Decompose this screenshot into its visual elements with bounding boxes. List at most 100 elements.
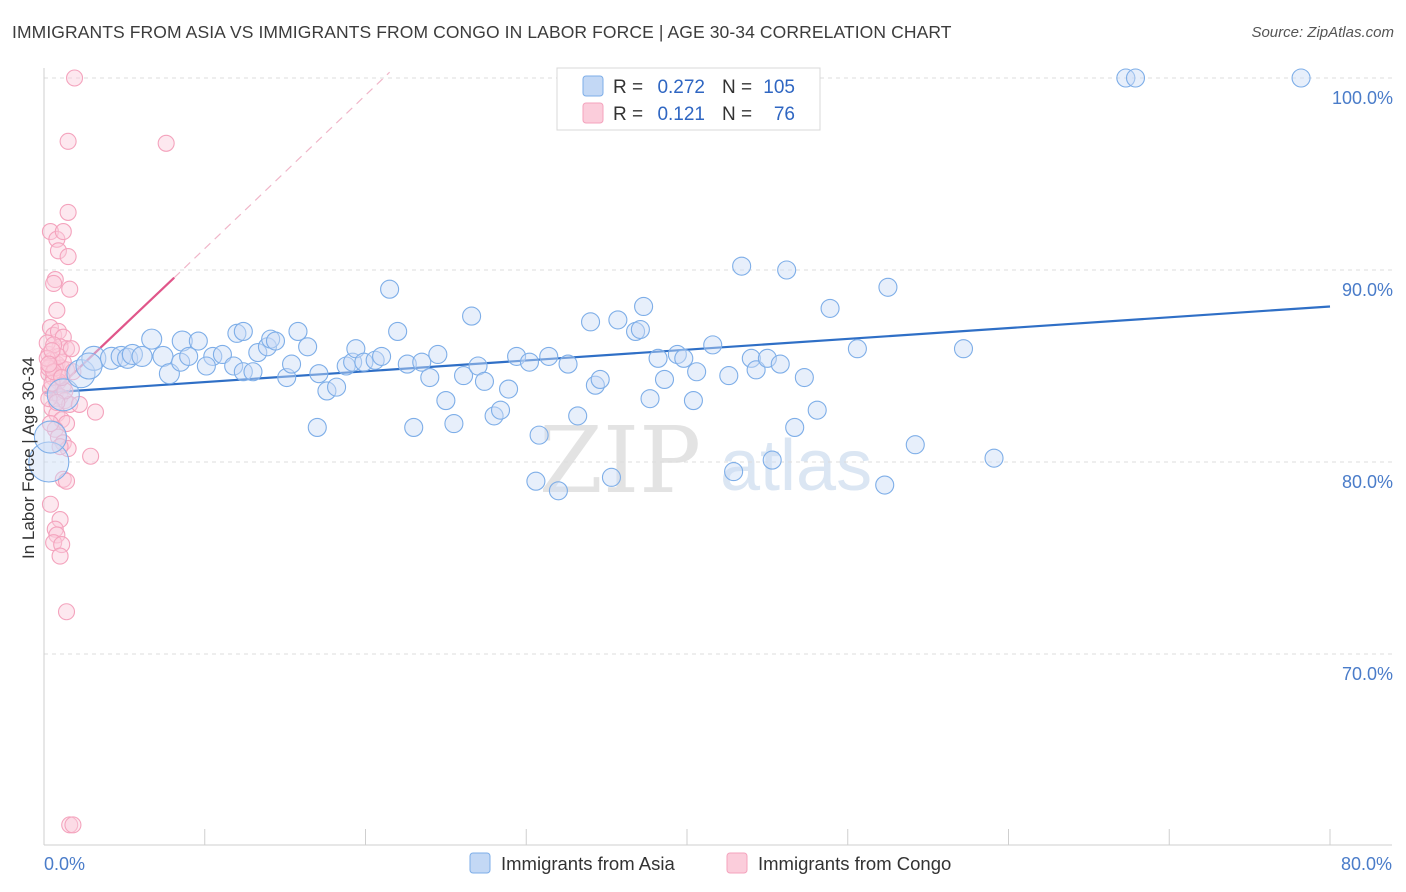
congo-point-40: [54, 223, 72, 241]
asia-point-81: [683, 391, 703, 411]
asia-point-91: [770, 354, 790, 374]
asia-point-33: [298, 337, 318, 357]
congo-point-60: [59, 132, 77, 150]
congo-point-58: [64, 363, 82, 381]
series-legend: Immigrants from Asia Immigrants from Con…: [469, 852, 951, 874]
asia-point-105: [1291, 68, 1311, 88]
y-tick-label-80: 80.0%: [1342, 472, 1393, 492]
congo-point-61: [65, 69, 84, 87]
asia-point-85: [724, 462, 744, 482]
asia-point-76: [640, 389, 660, 409]
congo-point-64: [64, 816, 82, 834]
congo-point-45: [45, 274, 63, 292]
legend-congo-n-value: 76: [774, 104, 795, 125]
asia-point-46: [397, 354, 417, 374]
congo-point-32: [46, 520, 64, 538]
congo-point-46: [61, 280, 79, 298]
legend-asia-n-value: 105: [763, 77, 795, 98]
congo-point-43: [59, 248, 77, 266]
asia-point-102: [984, 448, 1004, 468]
asia-point-36: [307, 417, 327, 437]
asia-point-64: [539, 346, 559, 366]
legend-congo-r-value: 0.121: [657, 104, 705, 125]
asia-point-93: [785, 417, 805, 437]
asia-point-26: [248, 343, 268, 363]
asia-point-60: [507, 346, 527, 366]
congo-point-68: [51, 438, 69, 456]
asia-point-35: [317, 381, 337, 401]
asia-point-65: [548, 481, 568, 501]
series-legend-label-asia: Immigrants from Asia: [501, 853, 675, 874]
congo-point-41: [59, 203, 77, 221]
series-legend-swatch-asia: [469, 852, 491, 874]
congo-point-42: [49, 242, 68, 260]
asia-point-99: [878, 277, 898, 297]
asia-point-50: [428, 344, 448, 365]
asia-point-68: [580, 312, 601, 332]
asia-point-19: [196, 356, 216, 376]
asia-point-95: [807, 400, 827, 420]
asia-point-67: [568, 406, 588, 426]
chart-title: IMMIGRANTS FROM ASIA VS IMMIGRANTS FROM …: [12, 22, 952, 42]
asia-point-71: [601, 467, 621, 487]
asia-point-58: [490, 400, 511, 420]
asia-point-88: [746, 360, 766, 380]
asia-point-29: [265, 331, 286, 351]
congo-points: [38, 69, 175, 834]
asia-point-72: [608, 310, 628, 330]
asia-point-4: [81, 345, 107, 371]
asia-point-53: [454, 366, 474, 386]
asia-point-45: [388, 321, 408, 341]
asia-point-63: [526, 471, 546, 491]
watermark-atlas: atlas: [720, 426, 872, 506]
asia-point-25: [243, 362, 263, 382]
congo-point-75: [40, 355, 58, 373]
asia-point-14: [171, 330, 193, 352]
asia-point-52: [444, 414, 464, 434]
asia-point-75: [634, 296, 654, 317]
asia-point-74: [630, 319, 650, 340]
asia-point-104: [1125, 68, 1146, 88]
asia-point-70: [590, 369, 610, 389]
congo-point-30: [41, 495, 59, 513]
asia-point-20: [212, 344, 232, 365]
series-legend-swatch-congo: [726, 852, 748, 874]
asia-point-97: [847, 339, 867, 359]
asia-point-82: [687, 362, 707, 382]
asia-point-84: [719, 366, 739, 386]
asia-point-43: [372, 346, 392, 366]
congo-point-74: [62, 340, 80, 358]
series-legend-label-congo: Immigrants from Congo: [758, 853, 951, 874]
asia-point-10: [131, 345, 153, 367]
legend-asia-r-value: 0.272: [657, 77, 705, 98]
asia-point-54: [462, 306, 482, 326]
y-tick-label-90: 90.0%: [1342, 280, 1393, 300]
legend-congo-r-label: R =: [613, 104, 643, 125]
legend-swatch-congo: [582, 102, 604, 124]
asia-point-100: [905, 435, 925, 455]
asia-point-0: [28, 441, 70, 483]
congo-point-36: [51, 547, 69, 565]
legend-asia-r-label: R =: [613, 77, 643, 98]
asia-point-78: [654, 369, 675, 389]
asia-point-103: [1116, 68, 1136, 88]
congo-point-47: [48, 301, 66, 319]
congo-point-18: [61, 395, 79, 413]
asia-point-86: [732, 256, 752, 276]
asia-point-44: [380, 279, 400, 299]
asia-point-80: [674, 348, 694, 368]
asia-point-49: [420, 367, 440, 388]
legend-congo-n-label: N =: [722, 104, 752, 125]
asia-point-16: [188, 331, 208, 351]
asia-point-3: [66, 359, 96, 389]
congo-point-71: [53, 368, 71, 387]
asia-point-94: [794, 367, 814, 388]
asia-point-2: [46, 378, 80, 412]
asia-point-22: [227, 323, 247, 343]
asia-point-24: [233, 362, 253, 382]
asia-point-66: [558, 354, 578, 374]
asia-point-90: [762, 450, 782, 470]
y-tick-labels: 70.0% 80.0% 90.0% 100.0%: [1332, 88, 1393, 684]
asia-point-48: [412, 352, 432, 372]
